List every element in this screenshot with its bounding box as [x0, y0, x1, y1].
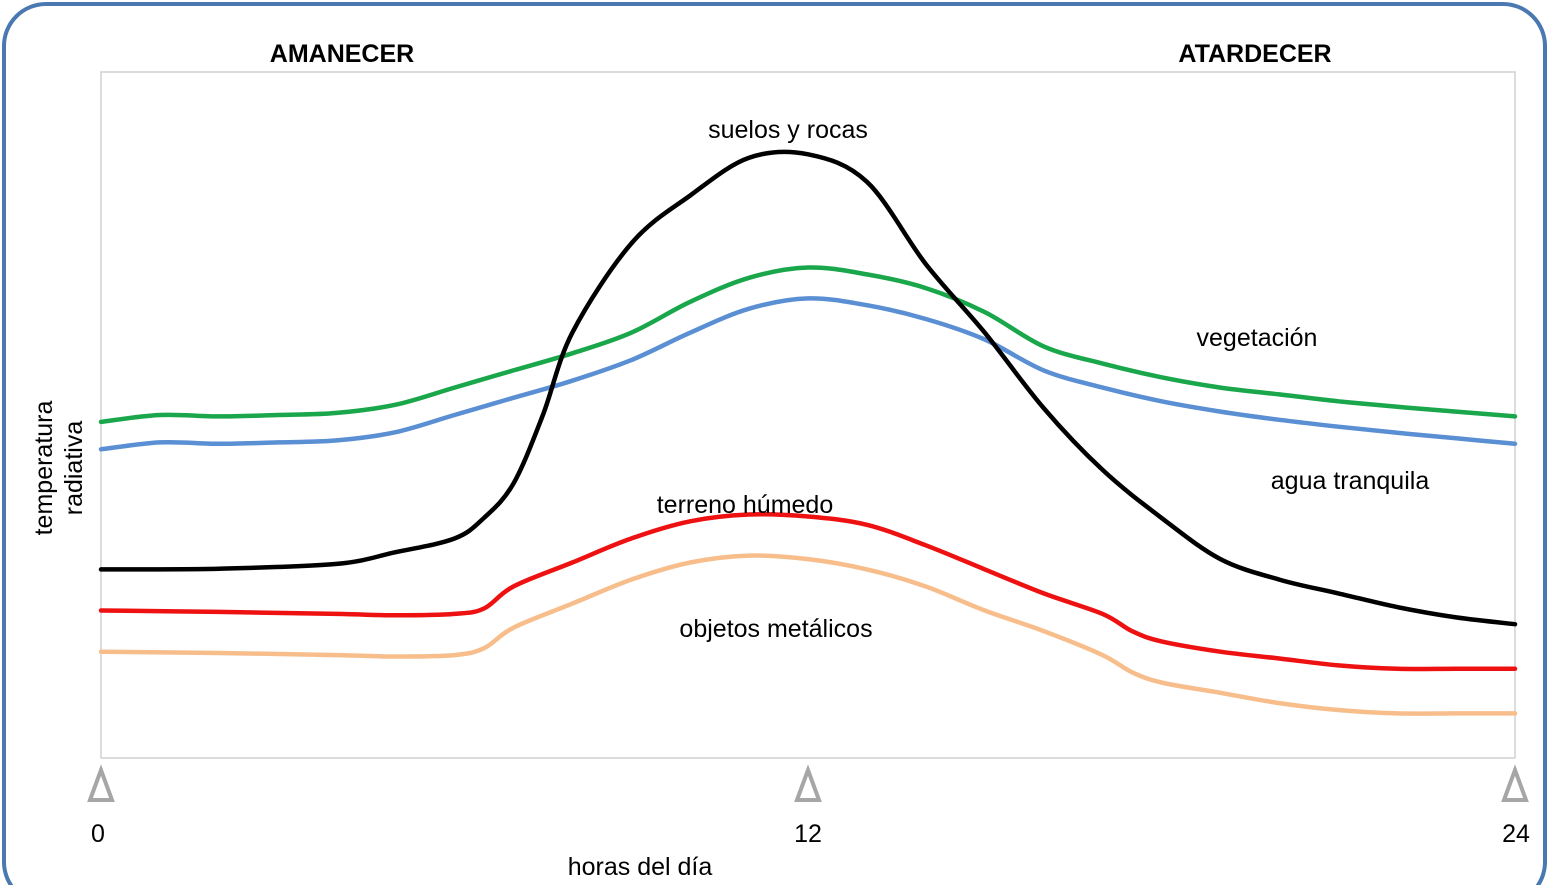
x-axis-label: horas del día [568, 853, 713, 881]
series-line-3 [98, 511, 1518, 672]
y-axis-label-line-2: radiativa [60, 421, 88, 516]
series-label-metalicos: objetos metálicos [679, 615, 872, 643]
series-label-vegetacion: vegetación [1197, 324, 1318, 352]
tick-label-2: 24 [1502, 820, 1530, 848]
y-axis-label: temperatura radiativa [30, 401, 88, 536]
series-line-0 [98, 149, 1518, 627]
y-axis-label-line-1: temperatura [30, 401, 58, 536]
tick-marker-0 [87, 764, 115, 802]
series-label-agua: agua tranquila [1271, 467, 1430, 495]
series-label-suelos: suelos y rocas [708, 116, 868, 144]
tick-label-1: 12 [794, 820, 822, 848]
x-axis-ticks: 0 12 24 [87, 764, 1530, 848]
tick-marker-2 [1501, 764, 1529, 802]
tick-marker-1 [794, 764, 822, 802]
series-line-4 [98, 553, 1518, 716]
series-labels: suelos y rocas vegetación agua tranquila… [657, 116, 1430, 643]
tick-label-0: 0 [91, 820, 105, 848]
series-line-2 [98, 296, 1518, 452]
label-sunset: ATARDECER [1178, 40, 1331, 68]
series-line-1 [98, 265, 1518, 425]
series-label-terreno: terreno húmedo [657, 491, 834, 519]
series-layer [98, 149, 1518, 716]
label-sunrise: AMANECER [270, 40, 414, 68]
